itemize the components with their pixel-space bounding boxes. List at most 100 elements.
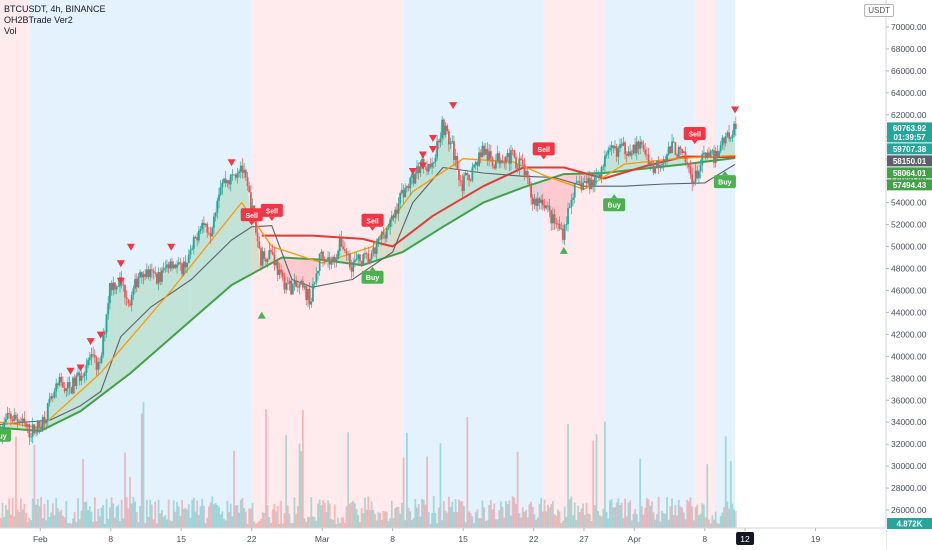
volume-bar [359,522,361,528]
symbol-title[interactable]: BTCUSDT, 4h, BINANCE [4,4,106,14]
volume-bar [276,506,279,528]
volume-bar [31,498,34,528]
candle-body [239,165,242,172]
volume-bar [109,507,111,528]
volume-bar [187,504,190,528]
cloud-segment [172,264,175,337]
cloud-segment [139,271,141,366]
candle-body [115,286,118,290]
candle-body [164,267,167,269]
cloud-segment [427,163,430,237]
volume-bar [706,464,709,528]
candle-body [134,278,136,289]
candle-body [251,205,254,211]
candle-body [293,280,296,285]
signal-box [361,213,384,227]
candle-body [323,260,326,262]
cloud-segment [70,377,73,417]
volume-bar [263,513,266,528]
candle-body [729,137,732,139]
cloud-segment [182,261,185,328]
volume-bar [332,520,334,528]
candle-body [249,192,252,211]
volume-bar [476,509,479,528]
cloud-segment [145,269,148,360]
cloud-segment [253,218,256,274]
candle-body [248,186,251,193]
cloud-segment [547,179,549,211]
candle-body [370,253,373,259]
volume-bar [199,506,202,528]
volume-bar [540,497,543,528]
cloud-segment [553,176,556,225]
candle-body [300,280,303,285]
cloud-segment [414,166,417,245]
candle-body [516,168,519,170]
volume-bar [562,520,564,528]
cloud-segment [23,423,26,430]
volume-bar [256,522,259,528]
buy-signal-label: Buy [713,171,736,189]
volume-bar [40,496,43,528]
cloud-segment [286,257,289,284]
volume-bar [280,500,282,528]
volume-bar [711,515,714,528]
indicator-title[interactable]: OH2BTrade Ver2 [4,15,73,25]
candle-body [619,144,621,149]
signal-text: Sell [245,213,258,220]
cloud-segment [134,278,136,370]
volume-bar [318,499,321,528]
volume-bar [531,506,534,528]
cloud-segment [543,180,546,209]
cloud-segment [167,261,170,341]
volume-bar [48,517,51,528]
cloud-segment [95,362,98,400]
candle-body [437,140,440,143]
cloud-segment [364,253,366,265]
volume-bar [129,476,131,528]
currency-badge[interactable]: USDT [864,4,894,17]
candle-body [473,164,475,168]
signal-pointer [691,140,698,145]
volume-bar [322,500,324,528]
candle-body [384,234,387,239]
volume-bar [416,507,418,528]
candle-body [476,162,479,166]
candle-body [493,166,496,169]
volume-bar [135,511,138,528]
volume-bar [709,523,712,528]
candle-body [563,225,566,240]
candle-body [357,254,360,259]
cloud-segment [528,184,531,198]
cloud-segment [538,181,541,203]
volume-title[interactable]: Vol [4,26,17,36]
candle-body [587,178,590,184]
cloud-segment [451,141,454,222]
cloud-segment [93,357,96,401]
cloud-segment [619,144,621,172]
cloud-segment [229,174,232,287]
candle-body [45,419,48,424]
volume-bar [681,507,684,528]
sell-arrow-marker [428,146,437,154]
candle-body [647,154,650,165]
candle-body [216,200,219,213]
volume-bar [708,519,710,528]
candle-body [609,148,611,150]
candle-body [483,145,486,155]
candle-body [565,224,568,226]
volume-bar [640,506,643,528]
price-axis[interactable]: 26000.00 28000.00 30000.00 32000.00 34000.00… [885,0,932,550]
signal-pointer [369,226,376,231]
candle-body [182,261,185,275]
volume-bar [186,509,189,528]
volume-bar [617,498,620,528]
candle-body [454,156,457,161]
candle-body [629,151,632,156]
signal-box [713,175,736,189]
volume-bar [577,505,579,528]
cloud-segment [552,177,554,224]
volume-bar [333,504,336,528]
time-axis[interactable]: Feb 8 15 22 Mar 8 15 22 27 Apr 8 12 19 [0,527,886,550]
